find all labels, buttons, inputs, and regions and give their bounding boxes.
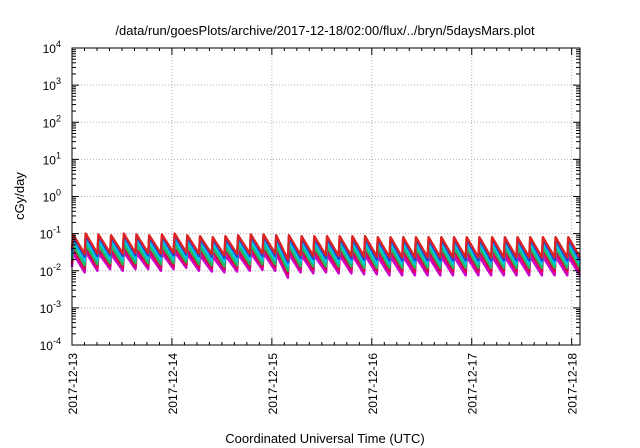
x-axis-label: Coordinated Universal Time (UTC) [225, 431, 424, 446]
y-axis-label: cGy/day [12, 172, 27, 220]
x-tick-label: 2017-12-15 [266, 353, 280, 415]
x-tick-labels: 2017-12-13 2017-12-14 2017-12-15 2017-12-16… [66, 353, 580, 415]
y-tick-labels: 104 103 102 101 100 10-1 10-2 10-3 10-4 [40, 39, 61, 353]
ticks [71, 47, 580, 346]
y-tick-label: 100 [43, 188, 61, 205]
y-tick-label: 102 [43, 113, 61, 130]
y-tick-label: 10-2 [40, 262, 61, 279]
x-tick-label: 2017-12-18 [566, 353, 580, 415]
x-tick-label: 2017-12-17 [466, 353, 480, 415]
x-tick-label: 2017-12-14 [166, 353, 180, 415]
series-line [70, 232, 582, 261]
x-tick-label: 2017-12-13 [66, 353, 80, 415]
series-line [70, 250, 582, 279]
y-tick-label: 10-4 [40, 336, 61, 353]
y-tick-label: 104 [43, 39, 61, 56]
series-layer [70, 232, 582, 279]
y-tick-label: 103 [43, 76, 61, 93]
y-tick-label: 10-3 [40, 299, 61, 316]
grid [72, 48, 580, 345]
series-line [70, 247, 582, 276]
y-tick-label: 10-1 [40, 225, 61, 242]
x-tick-label: 2017-12-16 [366, 353, 380, 415]
series-line [70, 243, 582, 272]
y-tick-label: 101 [43, 150, 61, 167]
chart-title: /data/run/goesPlots/archive/2017-12-18/0… [115, 23, 535, 38]
series-line [70, 238, 582, 268]
